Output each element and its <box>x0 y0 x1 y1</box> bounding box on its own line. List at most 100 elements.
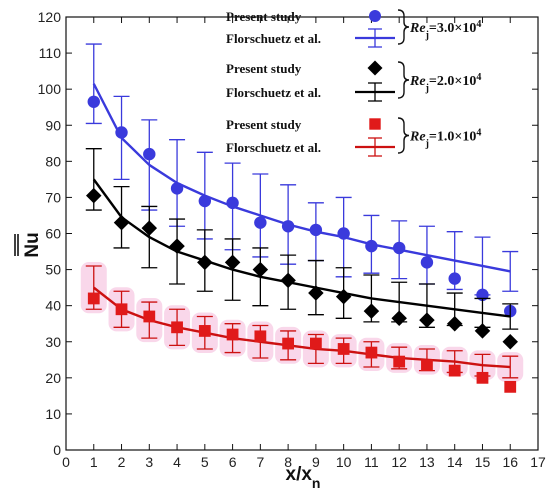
present-study-point <box>476 371 489 384</box>
error-bar <box>141 205 158 269</box>
present-study-point <box>226 328 239 341</box>
present-study-point <box>504 380 517 393</box>
present-study-point <box>280 272 296 289</box>
present-study-point <box>309 337 322 350</box>
present-study-point <box>171 321 183 334</box>
legend-label-florschuetz: Florschuetz et al. <box>226 85 321 100</box>
x-tick-label: 10 <box>336 454 352 470</box>
y-tick-label: 100 <box>38 81 62 97</box>
x-tick-label: 14 <box>447 454 463 470</box>
florschuetz-line <box>92 83 511 273</box>
x-tick-label: 2 <box>118 454 126 470</box>
error-bar <box>502 355 519 379</box>
legend-label-present: Present study <box>226 61 302 76</box>
present-study-point <box>391 310 407 327</box>
legend-marker-present <box>369 118 381 130</box>
present-study-point <box>448 364 461 377</box>
x-tick-label: 17 <box>530 454 546 470</box>
x-axis-title-main: x/x <box>286 464 313 485</box>
x-tick-label: 7 <box>256 454 264 470</box>
present-study-point <box>115 126 128 139</box>
x-tick-label: 0 <box>62 454 70 470</box>
present-study-point <box>365 239 378 253</box>
present-study-point <box>198 325 211 337</box>
present-study-point <box>87 292 100 305</box>
present-study-point <box>363 303 380 319</box>
x-tick-label: 8 <box>284 454 292 470</box>
legend-re-value: =2.0×10 <box>429 74 476 89</box>
present-study-point <box>421 359 433 372</box>
legend-group-1: Present study Florschuetz et al. Rej=2.0×1… <box>226 60 481 102</box>
present-study-point <box>419 312 435 328</box>
legend-marker-present <box>369 10 381 22</box>
error-bar <box>85 43 102 125</box>
present-study-point <box>226 196 239 210</box>
present-study-point <box>143 147 156 161</box>
florschuetz-line <box>93 286 511 369</box>
y-axis-title-group: Nu <box>14 232 43 258</box>
present-study-point <box>224 254 241 271</box>
x-axis: 0 1 2 3 4 5 6 7 8 9 10 11 12 13 14 15 16 17 <box>62 17 546 470</box>
present-study-point <box>282 337 295 350</box>
present-study-point <box>281 220 295 233</box>
legend-re-exponent: 4 <box>476 72 481 83</box>
x-axis-title-subscript: n <box>312 475 321 491</box>
x-axis-title: x/xn <box>286 464 321 491</box>
y-tick-label: 60 <box>45 226 61 242</box>
legend-re-subscript: j <box>425 30 429 41</box>
present-study-point <box>335 288 352 305</box>
error-bar <box>141 119 158 211</box>
legend-marker-present <box>367 60 383 76</box>
present-study-point <box>474 323 491 339</box>
y-axis-title: Nu <box>22 232 43 257</box>
present-study-point <box>448 272 461 285</box>
present-study-point <box>309 223 323 237</box>
present-study-point <box>115 303 128 316</box>
series-group-1 <box>85 148 519 350</box>
present-study-point <box>141 220 158 236</box>
x-tick-label: 5 <box>201 454 209 470</box>
legend-re-symbol: Re <box>409 130 426 145</box>
present-study-point <box>365 346 378 359</box>
present-study-point <box>392 241 406 255</box>
present-study-point <box>143 310 156 323</box>
legend-re-exponent: 4 <box>476 19 481 30</box>
error-bar <box>502 250 519 292</box>
y-axis: 0 10 20 30 40 50 60 70 80 90 100 110 120 <box>38 9 538 458</box>
y-tick-label: 20 <box>45 370 61 386</box>
series-group-2 <box>80 261 524 393</box>
present-study-point <box>337 343 350 355</box>
y-tick-label: 10 <box>45 406 61 422</box>
legend-group-2: Present study Florschuetz et al. Rej=1.0×1… <box>226 117 481 157</box>
error-bar <box>502 303 519 330</box>
present-study-point <box>170 182 184 195</box>
y-tick-label: 40 <box>45 298 61 314</box>
y-tick-label: 120 <box>38 9 62 25</box>
legend-group-0: Present study Florschuetz et al. Rej=3.0×1… <box>226 9 481 48</box>
legend-re-label: Rej=1.0×104 <box>409 127 481 149</box>
florschuetz-line <box>92 178 511 318</box>
x-tick-label: 13 <box>419 454 435 470</box>
legend-re-subscript: j <box>425 83 429 94</box>
error-bar <box>252 173 269 258</box>
legend-re-value: =1.0×10 <box>429 130 476 145</box>
present-study-point <box>197 254 213 271</box>
y-tick-label: 0 <box>53 442 61 458</box>
present-study-point <box>87 95 100 108</box>
present-study-point <box>502 334 518 350</box>
present-study-point <box>86 187 102 204</box>
present-study-point <box>169 238 185 254</box>
present-study-point <box>446 315 463 332</box>
x-tick-label: 16 <box>502 454 518 470</box>
present-study-point <box>198 194 212 208</box>
legend-re-symbol: Re <box>409 74 426 89</box>
present-study-point <box>254 330 267 343</box>
present-study-point <box>252 261 269 278</box>
x-tick-label: 9 <box>312 454 320 470</box>
x-tick-label: 3 <box>145 454 153 470</box>
present-study-point <box>254 216 267 229</box>
x-tick-label: 11 <box>364 454 379 470</box>
y-tick-label: 80 <box>45 153 61 169</box>
